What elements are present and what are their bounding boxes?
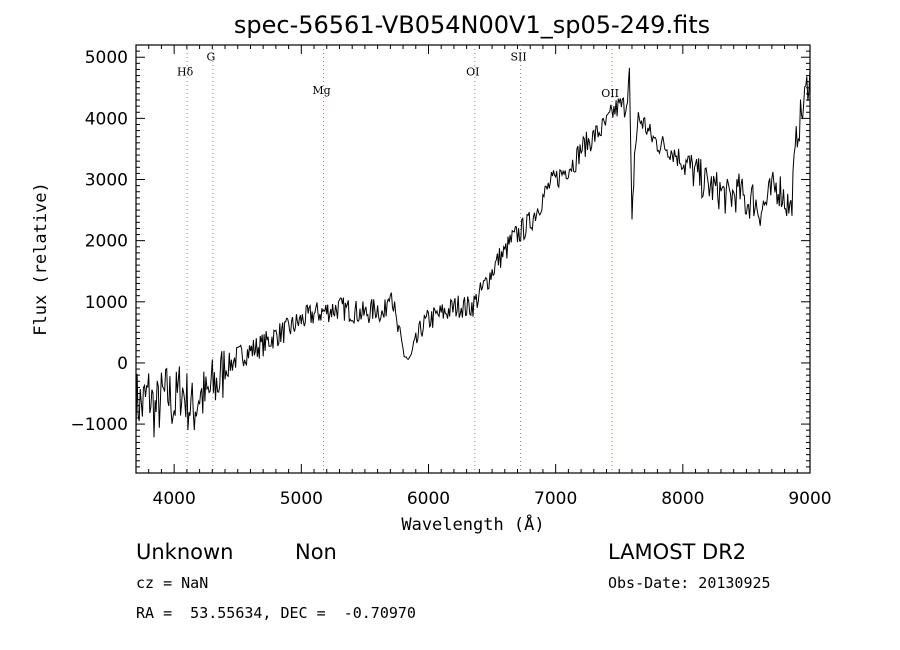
marker-label: OII xyxy=(601,87,619,100)
survey-name: LAMOST DR2 xyxy=(608,540,747,564)
plot-frame xyxy=(135,44,811,474)
x-tick-label: 9000 xyxy=(788,489,831,509)
x-tick-label: 8000 xyxy=(661,489,704,509)
x-tick-label: 5000 xyxy=(280,489,323,509)
x-tick-label: 7000 xyxy=(534,489,577,509)
coordinates: RA = 53.55634, DEC = -0.70970 xyxy=(136,604,416,622)
marker-label: OI xyxy=(466,66,479,79)
redshift-value: cz = NaN xyxy=(136,574,209,592)
y-tick-labels: −1000 0 1000 2000 3000 4000 5000 xyxy=(70,48,128,435)
marker-label: SII xyxy=(510,50,526,63)
y-tick-label: 1000 xyxy=(85,293,128,313)
object-subclass: Non xyxy=(295,540,337,564)
y-tick-label: 3000 xyxy=(85,171,128,191)
object-class: Unknown xyxy=(136,540,234,564)
y-tick-label: −1000 xyxy=(70,415,128,435)
y-tick-label: 4000 xyxy=(85,109,128,129)
y-tick-label: 2000 xyxy=(85,232,128,252)
obs-date: Obs-Date: 20130925 xyxy=(608,574,771,592)
x-axis-label: Wavelength (Å) xyxy=(401,513,544,535)
x-tick-labels: 4000 5000 6000 7000 8000 9000 xyxy=(153,489,832,509)
spectral-line-markers: Hδ G Mg OI SII OII xyxy=(177,45,619,473)
marker-label: Hδ xyxy=(177,66,194,79)
marker-label: Mg xyxy=(312,84,330,97)
spectrum-line xyxy=(135,67,811,438)
chart-title: spec-56561-VB054N00V1_sp05-249.fits xyxy=(234,11,710,39)
x-tick-label: 6000 xyxy=(407,489,450,509)
y-tick-label: 5000 xyxy=(85,48,128,68)
axis-ticks xyxy=(135,44,811,474)
y-tick-label: 0 xyxy=(117,354,128,374)
marker-label: G xyxy=(207,50,216,63)
spectrum-chart: spec-56561-VB054N00V1_sp05-249.fits Hδ G M… xyxy=(31,11,832,535)
y-axis-label: Flux (relative) xyxy=(31,182,51,336)
x-tick-label: 4000 xyxy=(153,489,196,509)
